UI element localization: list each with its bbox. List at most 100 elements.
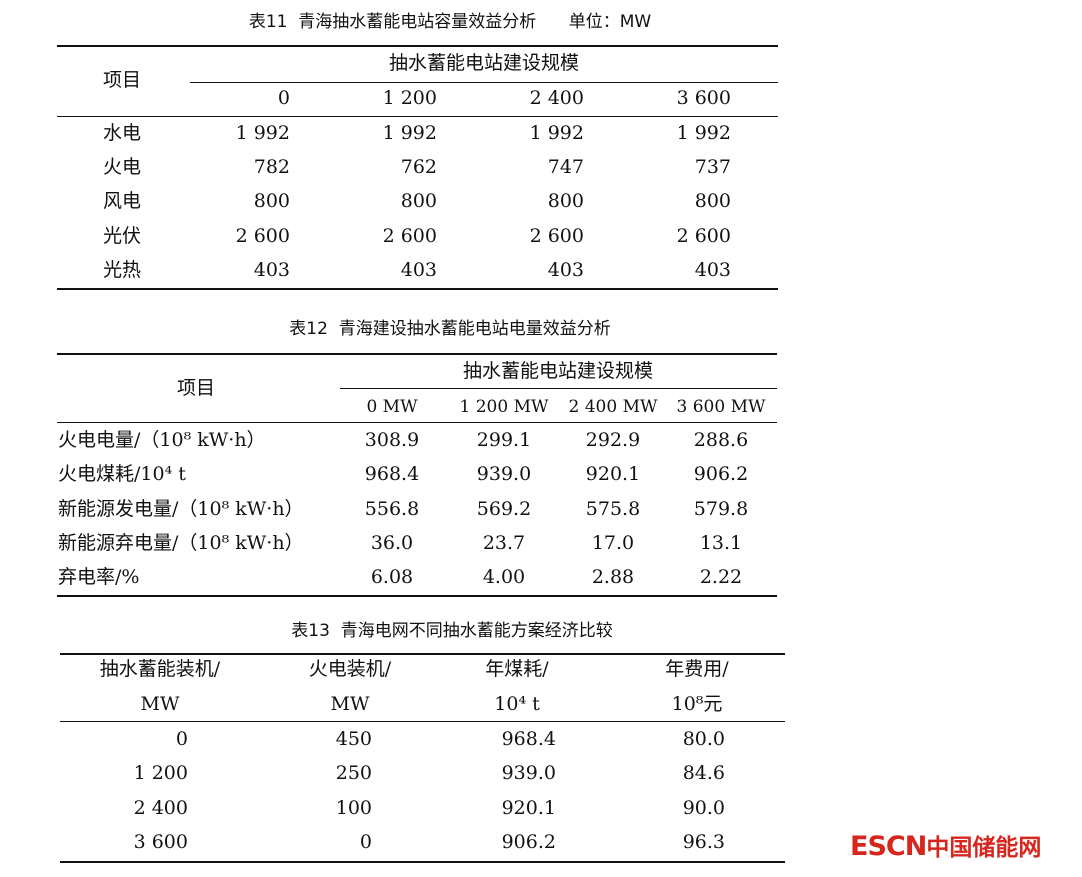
row-label: 火电煤耗/10⁴ t xyxy=(58,463,186,486)
row-label: 火电电量/（10⁸ kW·h） xyxy=(58,429,266,451)
column-header-unit: MW xyxy=(140,693,180,715)
row-label: 光伏 xyxy=(102,224,142,247)
table-cell: 800 xyxy=(547,190,584,213)
table-rule xyxy=(190,82,778,83)
table-rule xyxy=(57,45,778,47)
table-cell: 288.6 xyxy=(693,429,749,451)
group-header: 抽水蓄能电站建设规模 xyxy=(388,52,580,74)
table-cell: 2 600 xyxy=(529,224,584,247)
table-cell: 0 xyxy=(359,830,372,853)
table-cell: 569.2 xyxy=(476,497,532,520)
table-cell: 575.8 xyxy=(585,497,641,520)
column-header: 年煤耗/ xyxy=(485,658,549,680)
table-cell: 800 xyxy=(694,190,731,213)
column-header: 3 600 MW xyxy=(676,397,766,417)
escn-logo: ESCN中国储能网 xyxy=(850,828,1041,862)
table-cell: 36.0 xyxy=(370,531,414,554)
table-cell: 762 xyxy=(400,156,437,179)
column-header: 抽水蓄能装机/ xyxy=(99,658,221,680)
table-cell: 403 xyxy=(694,258,731,281)
table-cell: 747 xyxy=(547,156,584,179)
table-cell: 450 xyxy=(335,728,372,750)
table-cell: 90.0 xyxy=(682,796,725,819)
table-cell: 800 xyxy=(400,190,437,213)
table-cell: 737 xyxy=(694,156,731,179)
table-cell: 920.1 xyxy=(585,463,641,486)
column-header: 1 200 xyxy=(382,87,437,109)
column-header-unit: 10⁸元 xyxy=(671,693,723,715)
table-cell: 2.88 xyxy=(591,566,635,589)
table-cell: 782 xyxy=(253,156,290,179)
table-rule xyxy=(57,288,778,290)
group-header: 抽水蓄能电站建设规模 xyxy=(462,360,654,382)
table-cell: 906.2 xyxy=(501,830,556,853)
table-cell: 403 xyxy=(253,258,290,281)
row-label: 弃电率/% xyxy=(58,566,140,589)
column-header: 火电装机/ xyxy=(308,658,392,680)
column-header: 3 600 xyxy=(676,87,731,109)
table-rule xyxy=(57,353,777,355)
table-title: 表11 青海抽水蓄能电站容量效益分析 单位：MW xyxy=(248,12,652,32)
table-cell: 23.7 xyxy=(482,531,526,554)
table-title: 表12 青海建设抽水蓄能电站电量效益分析 xyxy=(289,319,611,339)
table-cell: 2.22 xyxy=(699,566,743,589)
table-cell: 968.4 xyxy=(364,463,420,486)
table-cell: 2 400 xyxy=(133,796,188,819)
logo-latin: ESCN xyxy=(850,831,927,862)
table-rule xyxy=(60,653,785,655)
column-header-unit: MW xyxy=(330,693,370,715)
column-header: 0 xyxy=(277,87,290,109)
table-cell: 1 992 xyxy=(676,122,731,144)
table-cell: 1 200 xyxy=(133,762,188,785)
table-cell: 403 xyxy=(547,258,584,281)
table-rule xyxy=(60,721,785,722)
table-cell: 920.1 xyxy=(501,796,556,819)
table-cell: 939.0 xyxy=(476,463,532,486)
row-label: 火电 xyxy=(102,156,142,179)
table-cell: 939.0 xyxy=(501,762,556,785)
column-header: 2 400 xyxy=(529,87,584,109)
row-label: 水电 xyxy=(102,122,142,144)
table-rule xyxy=(57,116,778,117)
row-label: 新能源弃电量/（10⁸ kW·h） xyxy=(58,531,304,554)
table-cell: 1 992 xyxy=(235,122,290,144)
column-header: 2 400 MW xyxy=(568,397,658,417)
table-rule xyxy=(57,422,777,423)
table-cell: 299.1 xyxy=(476,429,532,451)
row-label: 新能源发电量/（10⁸ kW·h） xyxy=(58,497,304,520)
logo-cn: 中国储能网 xyxy=(926,835,1042,861)
table-cell: 17.0 xyxy=(591,531,635,554)
row-label: 风电 xyxy=(102,190,142,213)
table-cell: 2 600 xyxy=(676,224,731,247)
table-cell: 2 600 xyxy=(235,224,290,247)
table-rule xyxy=(340,388,777,389)
table-cell: 800 xyxy=(253,190,290,213)
row-header: 项目 xyxy=(102,69,142,91)
table-cell: 250 xyxy=(335,762,372,785)
table-cell: 13.1 xyxy=(699,531,743,554)
table-cell: 556.8 xyxy=(364,497,420,520)
column-header: 1 200 MW xyxy=(459,397,549,417)
table-cell: 100 xyxy=(335,796,372,819)
table-cell: 0 xyxy=(175,728,188,750)
table-cell: 968.4 xyxy=(501,728,556,750)
row-label: 光热 xyxy=(102,258,142,281)
table-cell: 2 600 xyxy=(382,224,437,247)
table-rule xyxy=(57,595,777,597)
column-header: 0 MW xyxy=(366,397,418,417)
table-cell: 1 992 xyxy=(529,122,584,144)
table-cell: 403 xyxy=(400,258,437,281)
table-cell: 96.3 xyxy=(682,830,725,853)
table-cell: 906.2 xyxy=(693,463,749,486)
row-header: 项目 xyxy=(176,377,216,399)
table-cell: 84.6 xyxy=(682,762,725,785)
table-cell: 80.0 xyxy=(682,728,725,750)
table-cell: 1 992 xyxy=(382,122,437,144)
table-cell: 579.8 xyxy=(693,497,749,520)
column-header-unit: 10⁴ t xyxy=(494,693,540,715)
table-cell: 4.00 xyxy=(482,566,526,589)
table-cell: 292.9 xyxy=(585,429,641,451)
table-cell: 3 600 xyxy=(133,830,188,853)
column-header: 年费用/ xyxy=(665,658,729,680)
table-rule xyxy=(60,861,785,863)
